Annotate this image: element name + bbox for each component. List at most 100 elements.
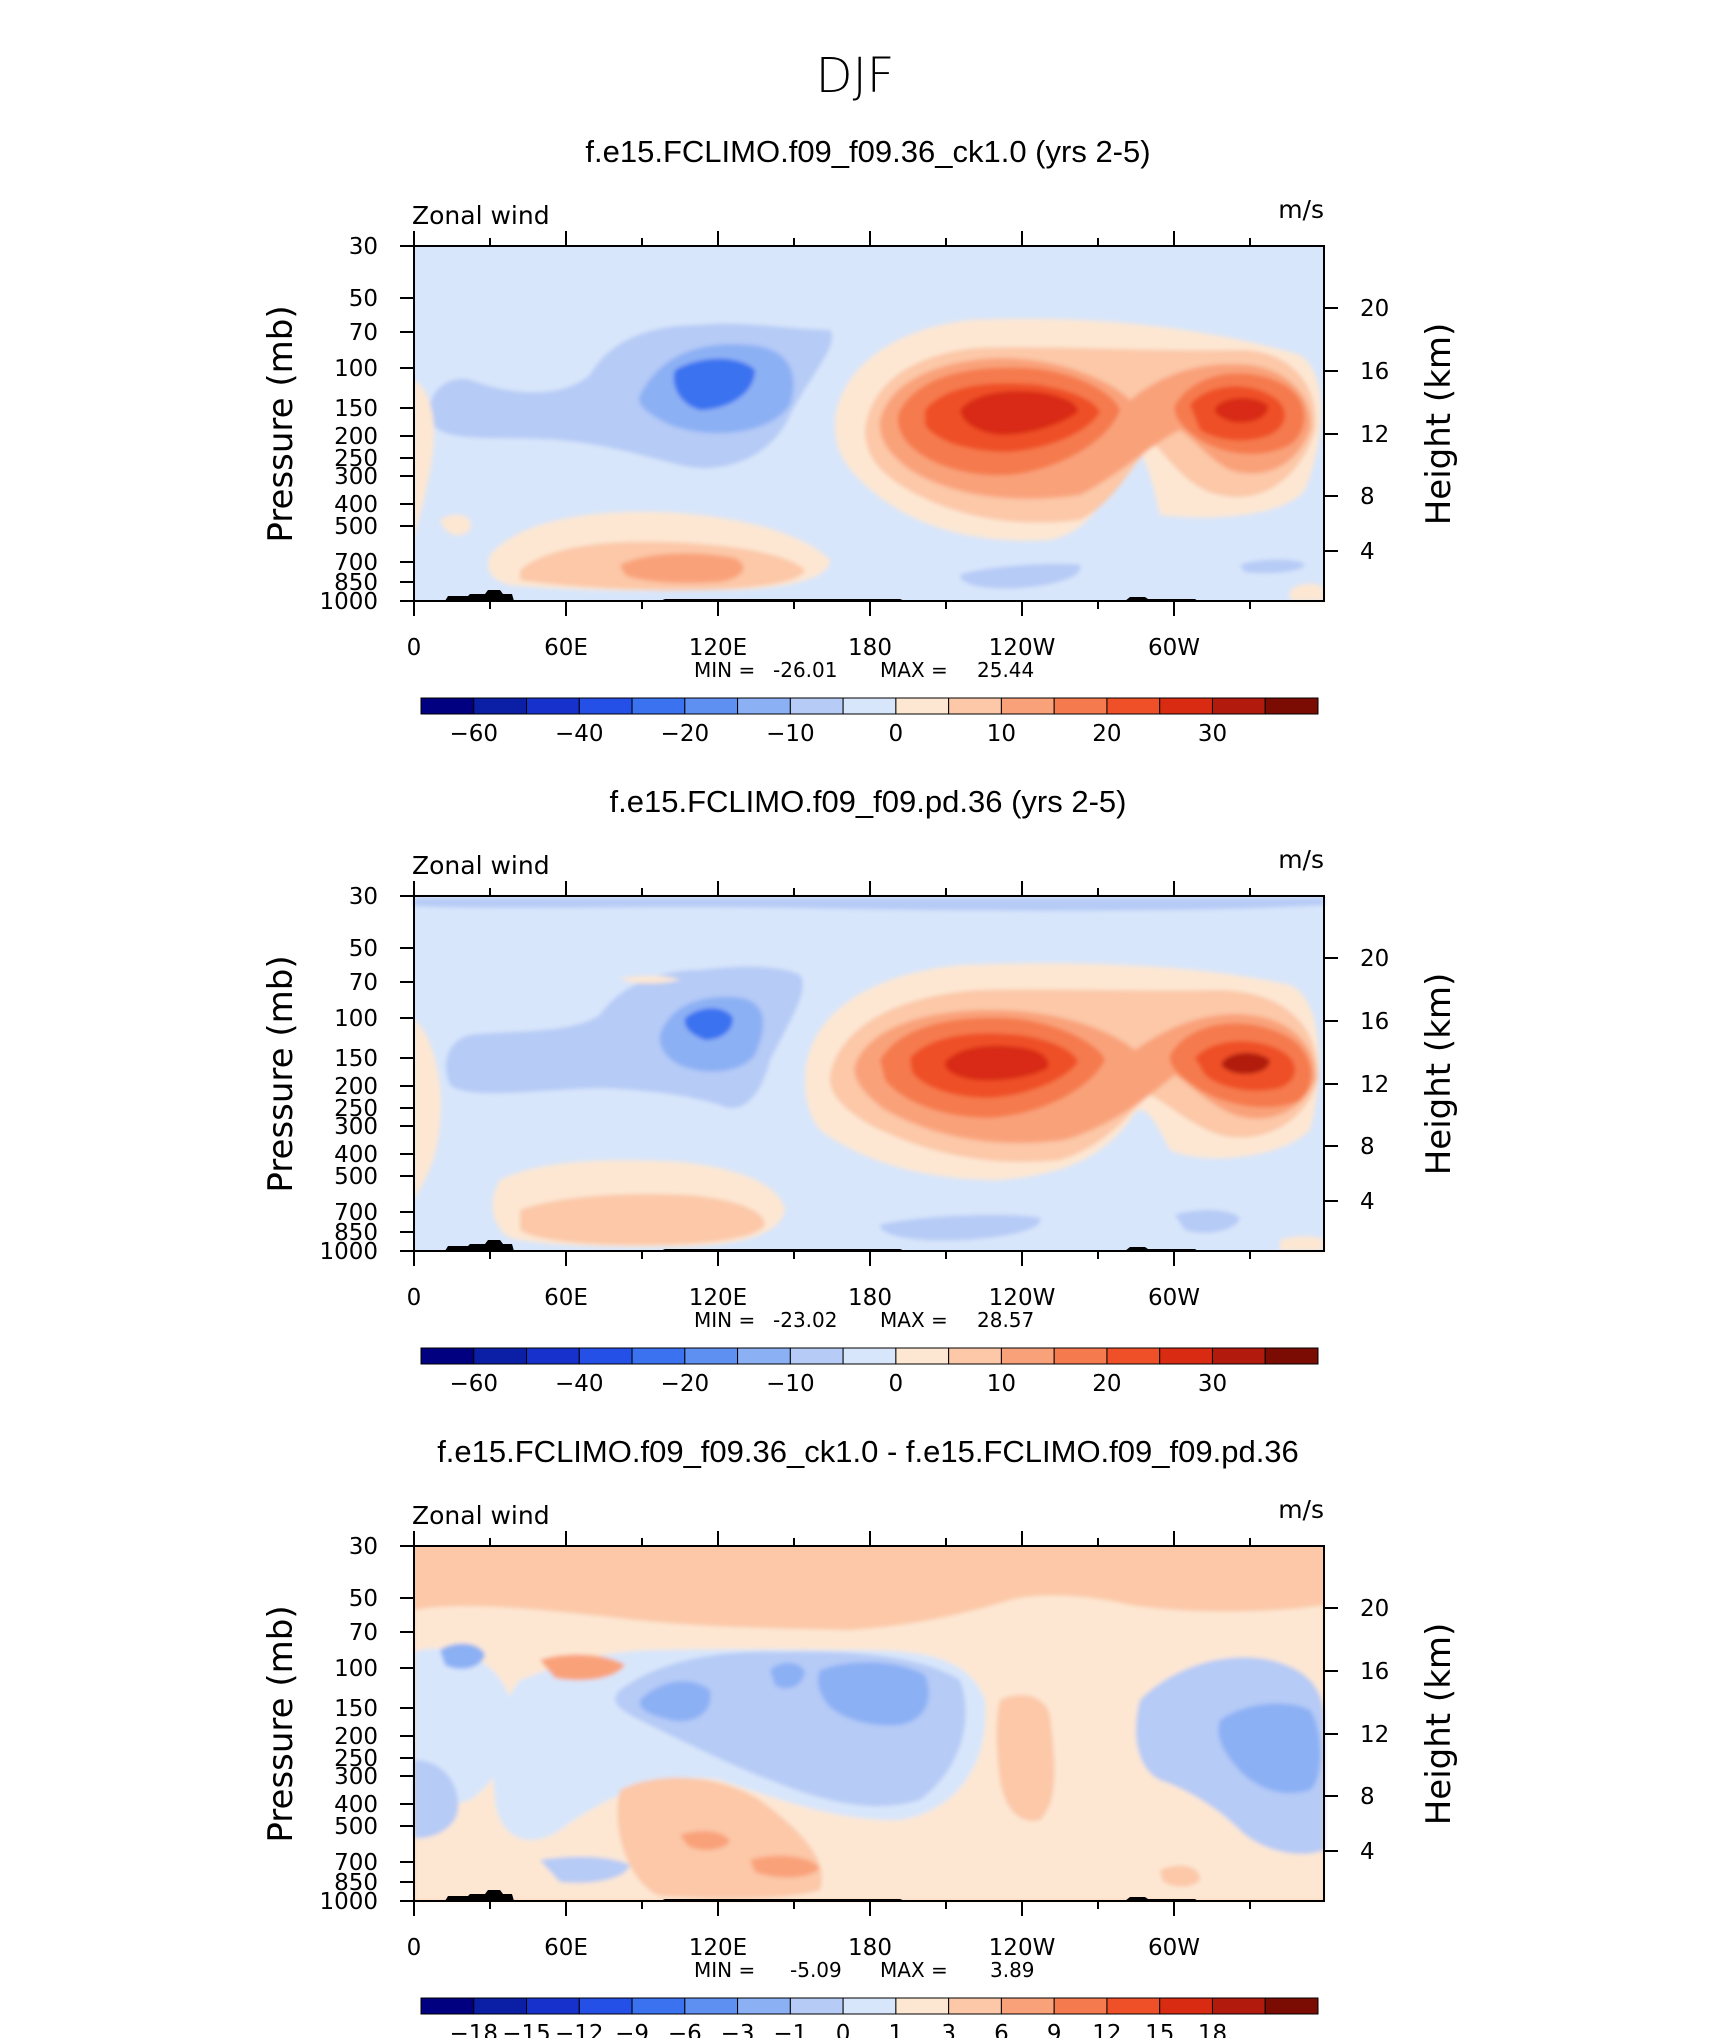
- colorbar-swatch: [1000, 1997, 1055, 2015]
- panel-3-y-tick-label: 30: [349, 1534, 378, 1560]
- colorbar-swatch: [473, 1997, 528, 2015]
- colorbar-swatch: [1000, 1347, 1055, 1365]
- panel-1-height-tick-label: 20: [1360, 296, 1389, 322]
- panel-3-x-tick-label: 0: [407, 1935, 422, 1961]
- colorbar-tick-label: −10: [766, 1371, 815, 1397]
- panel-1-height-tick-label: 12: [1360, 422, 1389, 448]
- panel-3-height-tick-label: 12: [1360, 1722, 1389, 1748]
- colorbar-swatch: [473, 697, 528, 715]
- panel-3-max-value: 3.89: [990, 1958, 1035, 1982]
- colorbar-tick-label: 0: [836, 2021, 851, 2038]
- panel-2-height-tick-label: 12: [1360, 1072, 1389, 1098]
- colorbar-tick-label: −3: [721, 2021, 755, 2038]
- panel-1-y-tick-label: 70: [349, 320, 378, 346]
- panel-2-x-tick-label: 120W: [989, 1285, 1056, 1311]
- panel-1-positive-region: [620, 553, 744, 584]
- panel-3-max-label: MAX =: [880, 1958, 948, 1982]
- panel-3-colorbar: −18 −15 −12 −9 −6 −3 −1 0 1 3 6 9 12 15 18: [420, 1997, 1319, 2038]
- panel-2-y-tick-label: 300: [334, 1114, 378, 1140]
- panel-1-x-tick-label: 60W: [1148, 635, 1200, 661]
- colorbar-swatch: [1264, 1347, 1319, 1365]
- panel-3-negative-region: [817, 1662, 929, 1726]
- panel-1-height-tick-label: 4: [1360, 539, 1375, 565]
- panel-3-y-tick-label: 700: [334, 1850, 378, 1876]
- colorbar-tick-label: −60: [449, 721, 498, 747]
- panel-3-x-tick-label: 60W: [1148, 1935, 1200, 1961]
- panel-3-y-tick-label: 300: [334, 1764, 378, 1790]
- panel-2-x-tick-label: 180: [848, 1285, 892, 1311]
- panel-2-positive-region: [414, 1020, 441, 1200]
- colorbar-tick-label: −40: [555, 721, 604, 747]
- colorbar-swatch: [948, 1347, 1002, 1365]
- panel-3-negative-region: [639, 1681, 711, 1722]
- panel-2-y-tick-label: 100: [334, 1006, 378, 1032]
- colorbar-swatch: [1211, 1997, 1266, 2015]
- panel-2-x-tick-label: 60E: [544, 1285, 588, 1311]
- panel-1-jet-core-negative: [673, 358, 755, 410]
- colorbar-swatch: [1053, 1347, 1108, 1365]
- panel-2-jet-core-negative: [684, 1008, 733, 1040]
- panel-1: f.e15.FCLIMO.f09_f09.36_ck1.0 (yrs 2-5) …: [261, 134, 1459, 747]
- panel-3-min-value: -5.09: [790, 1958, 842, 1982]
- panel-1-positive-region: [414, 380, 435, 540]
- colorbar-tick-label: 3: [941, 2021, 956, 2038]
- panel-2-positive-region: [520, 1193, 765, 1245]
- panel-2-negative-region: [1175, 1210, 1240, 1233]
- colorbar-swatch: [631, 697, 686, 715]
- colorbar-tick-label: −20: [661, 1371, 710, 1397]
- panel-3: f.e15.FCLIMO.f09_f09.36_ck1.0 - f.e15.FC…: [261, 1434, 1459, 2038]
- panel-3-x-tick-label: 180: [848, 1935, 892, 1961]
- colorbar-swatch: [789, 1347, 844, 1365]
- colorbar-swatch: [737, 1997, 791, 2015]
- colorbar-tick-label: −10: [766, 721, 815, 747]
- colorbar-swatch: [842, 697, 897, 715]
- colorbar-tick-label: −20: [661, 721, 710, 747]
- panel-3-height-tick-label: 20: [1360, 1596, 1389, 1622]
- panel-2-y-tick-label: 400: [334, 1142, 378, 1168]
- panel-3-y-tick-label: 50: [349, 1586, 378, 1612]
- panel-3-title: f.e15.FCLIMO.f09_f09.36_ck1.0 - f.e15.FC…: [437, 1434, 1299, 1469]
- panel-1-contour-field: [414, 246, 1324, 601]
- colorbar-tick-label: 10: [987, 721, 1016, 747]
- panel-3-y-tick-label: 100: [334, 1656, 378, 1682]
- panel-1-max-value: 25.44: [977, 658, 1034, 682]
- panel-2-height-tick-label: 8: [1360, 1134, 1375, 1160]
- panel-2-y-tick-label: 500: [334, 1164, 378, 1190]
- colorbar-swatch: [737, 1347, 791, 1365]
- panel-2-axes: 30 50 70 100 150 200 250 300 400 500 700…: [261, 881, 1459, 1332]
- panel-2-y-tick-label: 850: [334, 1220, 378, 1246]
- panel-1-variable-label: Zonal wind: [412, 201, 550, 230]
- panel-2-colorbar: −60 −40 −20 −10 0 10 20 30: [420, 1347, 1319, 1397]
- colorbar-swatch: [631, 1997, 686, 2015]
- panel-3-topography: [445, 1890, 514, 1901]
- panel-2-title: f.e15.FCLIMO.f09_f09.pd.36 (yrs 2-5): [610, 784, 1127, 819]
- panel-3-positive-region: [1160, 1865, 1200, 1887]
- panel-2-jet-core-positive: [944, 1045, 1049, 1081]
- panel-2-y-axis-title: Pressure (mb): [261, 955, 301, 1192]
- panel-3-x-tick-label: 120E: [689, 1935, 747, 1961]
- panel-3-x-tick-label: 60E: [544, 1935, 588, 1961]
- panel-2-y-tick-label: 200: [334, 1074, 378, 1100]
- colorbar-swatch: [948, 1997, 1002, 2015]
- colorbar-swatch: [842, 1347, 897, 1365]
- colorbar-swatch: [789, 1997, 844, 2015]
- panel-1-x-tick-label: 60E: [544, 635, 588, 661]
- colorbar-swatch: [420, 697, 475, 715]
- panel-1-min-value: -26.01: [773, 658, 837, 682]
- colorbar-tick-label: −15: [502, 2021, 551, 2038]
- panel-2-negative-region: [880, 1214, 1041, 1241]
- figure-main-title: DJF: [816, 48, 895, 104]
- panel-1-topography: [445, 590, 514, 601]
- colorbar-swatch: [1053, 1997, 1108, 2015]
- colorbar-tick-label: −6: [668, 2021, 702, 2038]
- panel-2-variable-label: Zonal wind: [412, 851, 550, 880]
- colorbar-tick-label: −18: [449, 2021, 498, 2038]
- panel-2-y-tick-label: 30: [349, 884, 378, 910]
- colorbar-swatch: [1159, 697, 1213, 715]
- colorbar-swatch: [1264, 697, 1319, 715]
- panel-3-height-tick-label: 4: [1360, 1839, 1375, 1865]
- colorbar-swatch: [1106, 1997, 1161, 2015]
- colorbar-tick-label: −60: [449, 1371, 498, 1397]
- panel-3-contour-field: [414, 1546, 1324, 1901]
- colorbar-swatch: [578, 1997, 633, 2015]
